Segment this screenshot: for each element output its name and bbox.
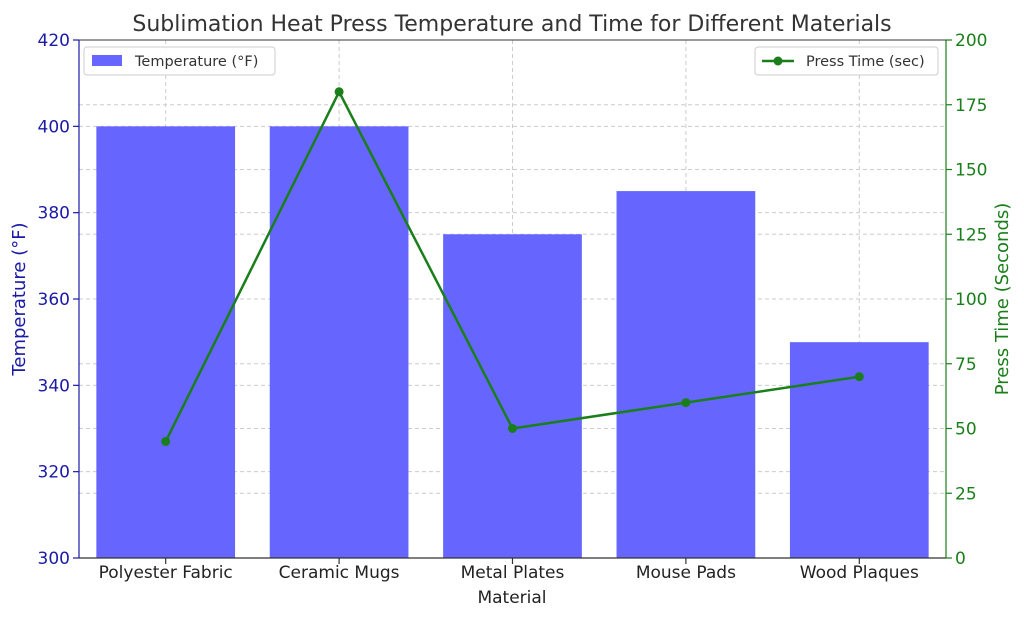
legend-bar-swatch — [92, 55, 122, 66]
legend-press-time: Press Time (sec) — [754, 46, 939, 76]
y-right-tick-label: 50 — [955, 420, 977, 440]
y-left-tick-label: 420 — [38, 31, 70, 51]
y-right-tick-label: 125 — [955, 225, 987, 245]
y-left-tick-label: 300 — [38, 549, 70, 569]
temperature-bars — [96, 126, 929, 559]
legend-left-frame — [83, 46, 276, 76]
legend-right-frame — [754, 46, 939, 76]
y-right-tick-label: 200 — [955, 31, 987, 51]
y-axis-right-label: Press Time (Seconds) — [992, 203, 1013, 396]
press-time-point — [508, 424, 517, 433]
y-left-tick-label: 400 — [38, 117, 70, 137]
y-left-tick-label: 360 — [38, 290, 70, 310]
press-time-point — [854, 372, 864, 382]
tick-labels: 300 320 340 360 380 400 420 0 25 50 75 100 125 150 175… — [38, 31, 988, 583]
x-tick-label: Polyester Fabric — [99, 563, 233, 583]
x-tick-label: Metal Plates — [461, 563, 565, 583]
y-right-tick-label: 100 — [955, 290, 987, 310]
x-tick-label: Mouse Pads — [636, 563, 736, 583]
press-time-point — [161, 436, 171, 446]
press-time-point — [681, 398, 691, 408]
press-time-line — [161, 87, 864, 446]
y-right-tick-label: 25 — [955, 484, 977, 504]
temperature-bar — [96, 126, 236, 558]
x-tick-label: Ceramic Mugs — [279, 563, 400, 583]
temperature-bar — [616, 191, 756, 559]
y-right-tick-label: 0 — [955, 549, 966, 569]
y-left-tick-label: 340 — [38, 376, 70, 396]
y-left-tick-label: 320 — [38, 463, 70, 483]
temperature-bar — [269, 126, 409, 558]
y-right-tick-label: 150 — [955, 161, 987, 181]
temperature-bar — [443, 234, 582, 558]
x-tick-label: Wood Plaques — [800, 563, 919, 583]
x-axis-label: Material — [477, 588, 546, 608]
chart-title: Sublimation Heat Press Temperature and T… — [132, 12, 891, 37]
legend-temperature-label: Temperature (°F) — [134, 54, 258, 70]
y-right-tick-label: 175 — [955, 96, 987, 116]
press-time-point — [334, 87, 344, 97]
y-right-tick-label: 75 — [955, 355, 977, 375]
legend-press-time-label: Press Time (sec) — [806, 54, 925, 70]
legend-temperature: Temperature (°F) — [83, 46, 276, 76]
y-axis-left-label: Temperature (°F) — [9, 222, 30, 376]
legend-marker-swatch — [773, 56, 783, 66]
y-left-tick-label: 380 — [38, 204, 70, 224]
